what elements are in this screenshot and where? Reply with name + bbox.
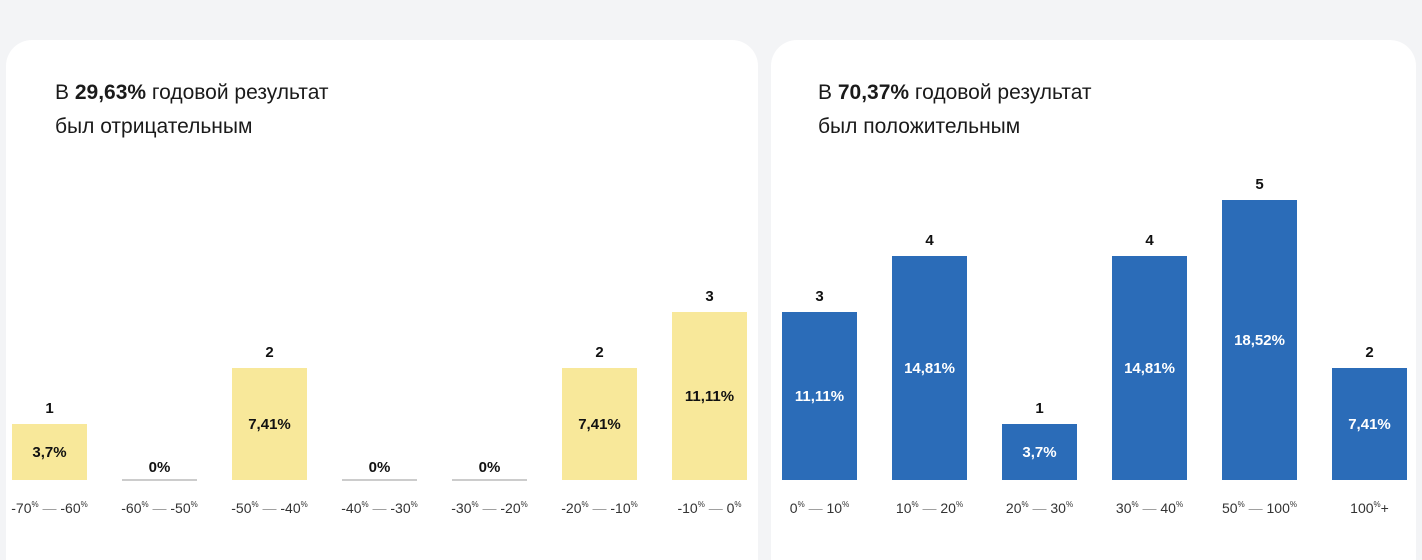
x-tick-label: -70% — -60% bbox=[11, 500, 88, 516]
bar-group: 0% bbox=[452, 459, 527, 481]
x-tick-label: -50% — -40% bbox=[231, 500, 308, 516]
bar bbox=[892, 256, 967, 480]
bar-percent-label: 7,41% bbox=[578, 416, 621, 433]
bar-group: 4 14,81% bbox=[1112, 232, 1187, 480]
x-tick-label: -10% — 0% bbox=[677, 500, 741, 516]
bar-percent-label: 0% bbox=[149, 459, 171, 476]
positive-headline-line1: В 70,37% годовой результат bbox=[818, 76, 1092, 110]
bar-group: 2 7,41% bbox=[562, 344, 637, 480]
positive-share-value: 70,37% bbox=[837, 81, 910, 104]
x-tick-label: -40% — -30% bbox=[341, 500, 418, 516]
x-tick-label: 20% — 30% bbox=[1006, 500, 1073, 516]
bar-percent-label: 3,7% bbox=[32, 444, 66, 461]
x-tick-label: 30% — 40% bbox=[1116, 500, 1183, 516]
bar bbox=[782, 312, 857, 480]
bar bbox=[562, 368, 637, 480]
headline-prefix: В bbox=[55, 81, 75, 104]
bar-percent-label: 18,52% bbox=[1234, 332, 1285, 349]
bar-count-label: 3 bbox=[705, 288, 713, 305]
bar-count-label: 2 bbox=[595, 344, 603, 361]
x-tick-label: -60% — -50% bbox=[121, 500, 198, 516]
bar bbox=[12, 424, 87, 480]
headline-suffix: годовой результат bbox=[146, 81, 329, 104]
x-tick-label: 0% — 10% bbox=[790, 500, 849, 516]
positive-distribution-chart: 3 11,11% 0% — 10% 4 14,81% 10% — 20% 1 3,7% 20% … bbox=[782, 176, 1407, 516]
x-tick-label: 50% — 100% bbox=[1222, 500, 1297, 516]
bar-group: 3 11,11% bbox=[672, 288, 747, 480]
x-tick-label: 100%+ bbox=[1350, 500, 1389, 516]
bar-group: 2 7,41% bbox=[1332, 344, 1407, 480]
bar-percent-label: 14,81% bbox=[1124, 360, 1175, 377]
bar bbox=[672, 312, 747, 480]
bar-percent-label: 0% bbox=[479, 459, 501, 476]
bar-group: 0% bbox=[122, 459, 197, 481]
bar-percent-label: 0% bbox=[369, 459, 391, 476]
bar-percent-label: 14,81% bbox=[904, 360, 955, 377]
x-tick-label: -30% — -20% bbox=[451, 500, 528, 516]
bar-group: 1 3,7% bbox=[1002, 400, 1077, 480]
bar bbox=[1222, 200, 1297, 480]
negative-distribution-chart: 1 3,7% -70% — -60% 0% -60% — -50% 2 7,41% -50% … bbox=[11, 288, 747, 516]
bar-count-label: 4 bbox=[925, 232, 934, 249]
positive-headline: В 70,37% годовой результат был положител… bbox=[818, 76, 1092, 144]
bar-count-label: 2 bbox=[1365, 344, 1373, 361]
bar bbox=[1002, 424, 1077, 480]
bar-count-label: 5 bbox=[1255, 176, 1263, 193]
positive-results-panel: В 70,37% годовой результат был положител… bbox=[771, 40, 1416, 560]
bar-group: 2 7,41% bbox=[232, 344, 307, 480]
bar-percent-label: 11,11% bbox=[685, 388, 734, 405]
headline-prefix: В bbox=[818, 81, 838, 104]
x-tick-label: 10% — 20% bbox=[896, 500, 963, 516]
bar-count-label: 4 bbox=[1145, 232, 1154, 249]
bar-count-label: 1 bbox=[45, 400, 53, 417]
bar-percent-label: 7,41% bbox=[1348, 416, 1391, 433]
bar-percent-label: 7,41% bbox=[248, 416, 291, 433]
bar bbox=[232, 368, 307, 480]
bar bbox=[1112, 256, 1187, 480]
negative-share-value: 29,63% bbox=[74, 81, 147, 104]
bar-group: 3 11,11% bbox=[782, 288, 857, 480]
bar-count-label: 3 bbox=[815, 288, 823, 305]
bar-percent-label: 3,7% bbox=[1022, 444, 1056, 461]
negative-headline-line1: В 29,63% годовой результат bbox=[55, 76, 329, 110]
bar-group: 5 18,52% bbox=[1222, 176, 1297, 480]
bar-percent-label: 11,11% bbox=[795, 388, 844, 405]
bar-group: 4 14,81% bbox=[892, 232, 967, 480]
bar-group: 0% bbox=[342, 459, 417, 481]
headline-suffix: годовой результат bbox=[909, 81, 1092, 104]
negative-headline-line2: был отрицательным bbox=[55, 115, 253, 138]
negative-headline: В 29,63% годовой результат был отрицател… bbox=[55, 76, 329, 144]
negative-results-panel: В 29,63% годовой результат был отрицател… bbox=[6, 40, 758, 560]
positive-headline-line2: был положительным bbox=[818, 115, 1021, 138]
bar-count-label: 2 bbox=[265, 344, 273, 361]
bar bbox=[1332, 368, 1407, 480]
x-tick-label: -20% — -10% bbox=[561, 500, 638, 516]
bar-group: 1 3,7% bbox=[12, 400, 87, 480]
bar-count-label: 1 bbox=[1035, 400, 1043, 417]
